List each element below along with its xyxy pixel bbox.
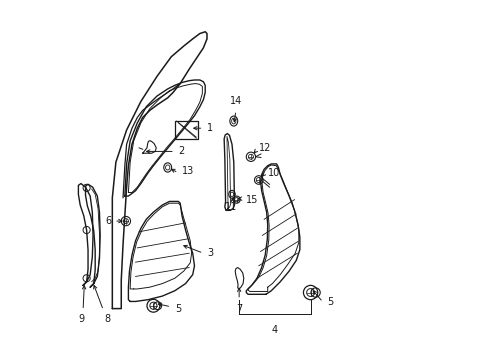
Text: 2: 2	[178, 147, 184, 157]
Text: 15: 15	[245, 195, 257, 205]
Text: 5: 5	[175, 303, 181, 314]
Text: 10: 10	[267, 168, 280, 178]
Text: 3: 3	[206, 248, 213, 258]
Text: 14: 14	[229, 96, 242, 106]
Text: 7: 7	[236, 304, 242, 314]
Text: 5: 5	[326, 297, 333, 307]
Text: 13: 13	[182, 166, 194, 176]
Text: 6: 6	[105, 216, 111, 226]
Text: 4: 4	[271, 325, 277, 336]
Text: 1: 1	[206, 123, 213, 133]
Text: 11: 11	[224, 202, 237, 212]
Text: 9: 9	[79, 314, 84, 324]
Text: 12: 12	[259, 143, 271, 153]
Text: 8: 8	[104, 314, 110, 324]
